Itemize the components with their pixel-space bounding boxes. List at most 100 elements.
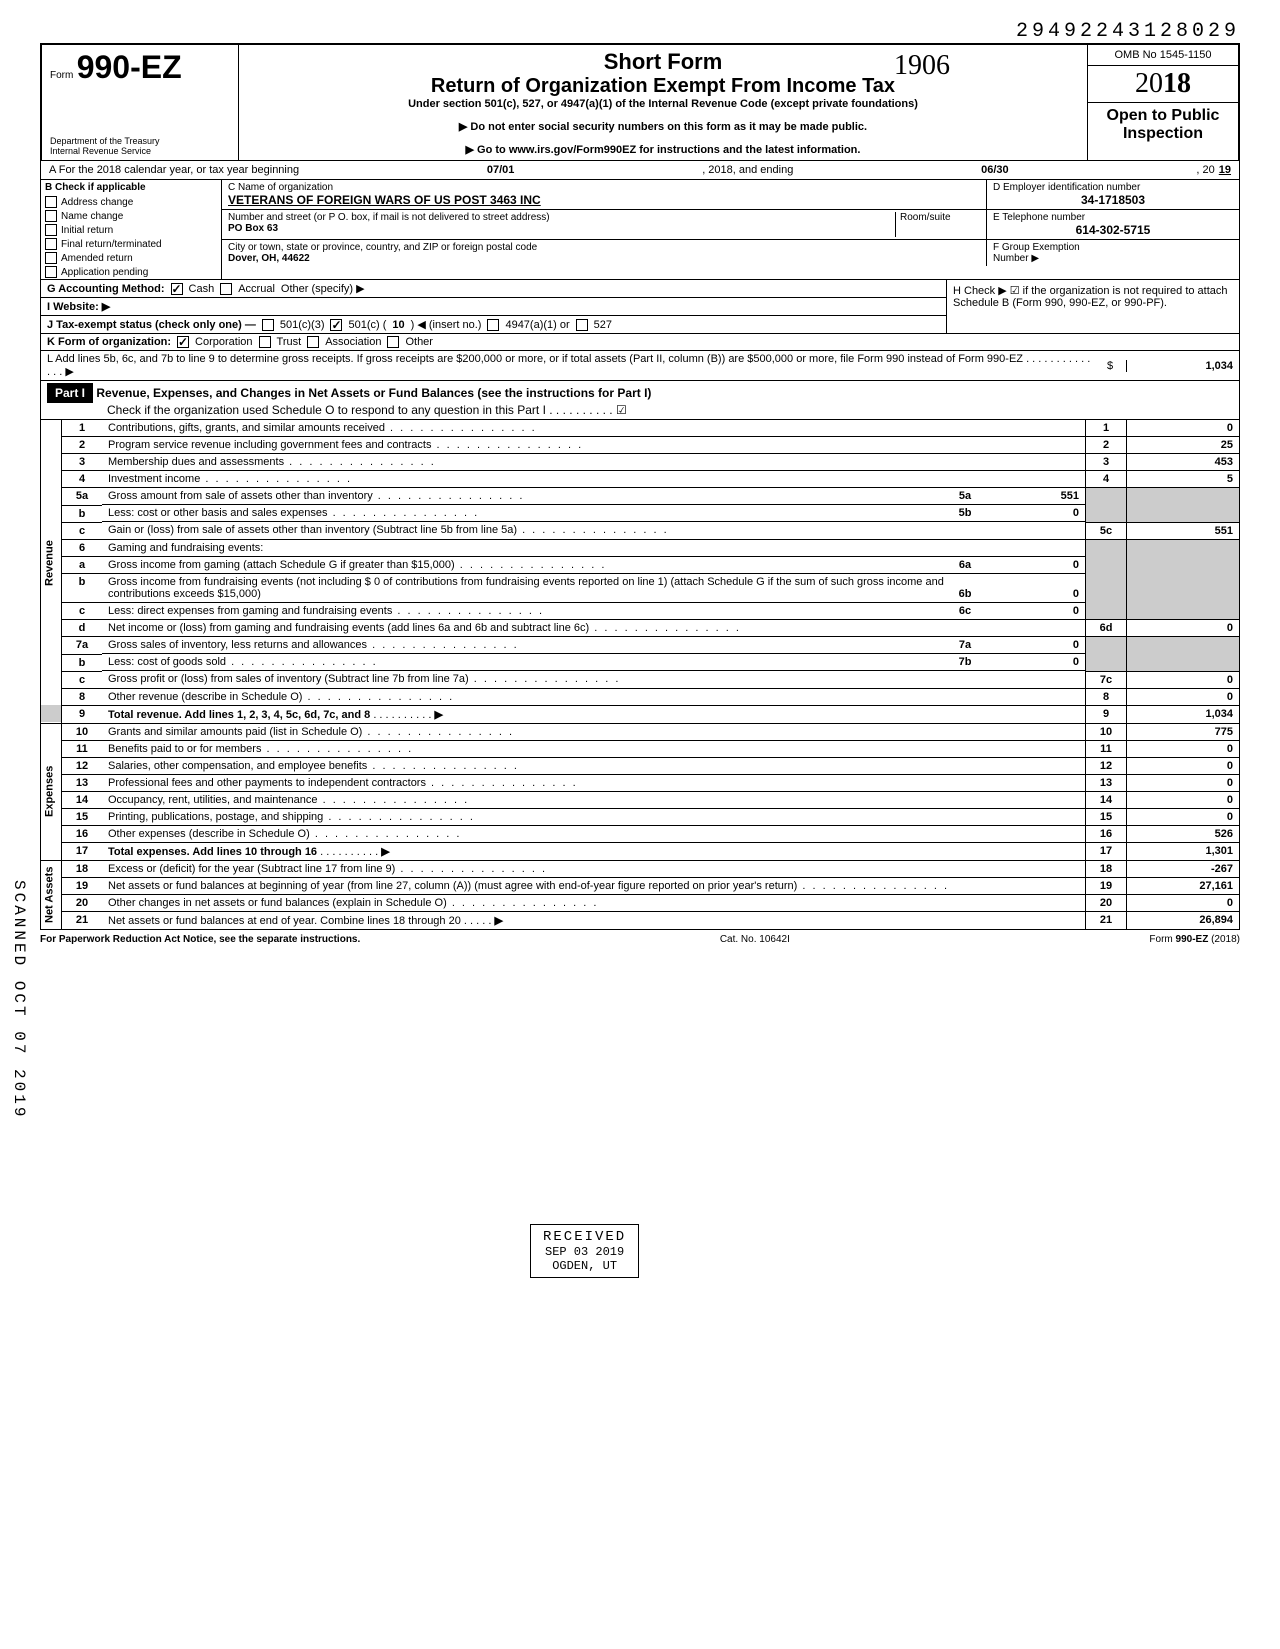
org-addr: PO Box 63 [228,223,895,234]
v18: -267 [1127,860,1240,877]
n5a: 5a [62,488,103,506]
d5a: Gross amount from sale of assets other t… [108,490,951,502]
rn3: 3 [1086,454,1127,471]
footer-left: For Paperwork Reduction Act Notice, see … [40,934,360,945]
n17: 17 [62,842,103,860]
n6a: a [62,556,103,574]
sn5a: 5a [951,490,979,502]
org-city: Dover, OH, 44622 [228,253,980,264]
d14: Occupancy, rent, utilities, and maintena… [102,791,1086,808]
section-h: H Check ▶ ☑ if the organization is not r… [946,280,1239,333]
form-subtitle: Under section 501(c), 527, or 4947(a)(1)… [247,98,1079,110]
section-i-label: I Website: ▶ [47,300,110,313]
sv5a: 551 [979,490,1079,502]
section-l-text: L Add lines 5b, 6c, and 7b to line 9 to … [47,353,1094,378]
chk-accrual[interactable] [220,283,232,295]
chk-trust[interactable] [259,336,271,348]
chk-527[interactable] [576,319,588,331]
rn10: 10 [1086,723,1127,740]
v20: 0 [1127,894,1240,911]
v12: 0 [1127,757,1240,774]
rn11: 11 [1086,740,1127,757]
d9: Total revenue. Add lines 1, 2, 3, 4, 5c,… [108,709,370,721]
tax-end-yr: 19 [1219,164,1231,176]
n13: 13 [62,774,103,791]
ein-value: 34-1718503 [993,193,1233,207]
rn6d: 6d [1086,620,1127,637]
v10: 775 [1127,723,1240,740]
sv6c: 0 [979,605,1079,617]
rn7c: 7c [1086,671,1127,688]
rn18: 18 [1086,860,1127,877]
v8: 0 [1127,688,1240,705]
row-a-label: A For the 2018 calendar year, or tax yea… [49,164,299,176]
rn17: 17 [1086,842,1127,860]
d21: Net assets or fund balances at end of ye… [108,915,461,927]
footer-mid: Cat. No. 10642I [720,934,790,945]
rn21: 21 [1086,911,1127,929]
n1: 1 [62,420,103,437]
chk-other-org[interactable] [387,336,399,348]
n6c: c [62,603,103,620]
chk-initial[interactable] [45,224,57,236]
part-1-header: Part I Revenue, Expenses, and Changes in… [40,381,1240,420]
side-expenses: Expenses [41,723,62,860]
lbl-527: 527 [594,319,612,331]
chk-pending[interactable] [45,266,57,278]
n4: 4 [62,471,103,488]
rn15: 15 [1086,808,1127,825]
d4: Investment income [102,471,1086,488]
rn1: 1 [1086,420,1127,437]
info-grid: B Check if applicable Address change Nam… [40,180,1240,280]
n5b: b [62,505,103,522]
sv7a: 0 [979,639,1079,651]
rn2: 2 [1086,437,1127,454]
dept-1: Department of the Treasury [50,136,230,146]
lbl-501c: 501(c) ( [348,319,386,331]
n11: 11 [62,740,103,757]
d5b: Less: cost or other basis and sales expe… [108,507,951,519]
org-name: VETERANS OF FOREIGN WARS OF US POST 3463… [228,193,980,207]
d7c: Gross profit or (loss) from sales of inv… [102,671,1086,688]
form-number: 990-EZ [77,49,182,85]
dept-2: Internal Revenue Service [50,146,230,156]
d15: Printing, publications, postage, and shi… [102,808,1086,825]
lbl-other-method: Other (specify) ▶ [281,282,365,295]
v13: 0 [1127,774,1240,791]
section-l-value: 1,034 [1126,360,1233,372]
chk-4947[interactable] [487,319,499,331]
chk-name[interactable] [45,210,57,222]
n20: 20 [62,894,103,911]
lbl-other-org: Other [405,336,433,348]
omb-number: OMB No 1545-1150 [1088,45,1238,66]
sv5b: 0 [979,507,1079,519]
n2: 2 [62,437,103,454]
d13: Professional fees and other payments to … [102,774,1086,791]
chk-address[interactable] [45,196,57,208]
d7a: Gross sales of inventory, less returns a… [108,639,951,651]
chk-corp[interactable] [177,336,189,348]
chk-cash[interactable] [171,283,183,295]
sn6b: 6b [951,588,979,600]
n6b: b [62,574,103,603]
lbl-pending: Application pending [61,267,148,278]
handwritten-note: 1906 [894,50,950,82]
d6d: Net income or (loss) from gaming and fun… [102,620,1086,637]
rn16: 16 [1086,825,1127,842]
d1: Contributions, gifts, grants, and simila… [102,420,1086,437]
chk-501c[interactable] [330,319,342,331]
lbl-accrual: Accrual [238,283,275,295]
chk-final[interactable] [45,238,57,250]
side-net: Net Assets [41,860,62,929]
part-1-title: Revenue, Expenses, and Changes in Net As… [96,386,651,400]
chk-amended[interactable] [45,252,57,264]
note-2: ▶ Go to www.irs.gov/Form990EZ for instru… [247,143,1079,156]
footer: For Paperwork Reduction Act Notice, see … [40,930,1240,949]
stamp-location: OGDEN, UT [543,1259,626,1273]
d17: Total expenses. Add lines 10 through 16 [108,846,317,858]
d8: Other revenue (describe in Schedule O) [102,688,1086,705]
chk-assoc[interactable] [307,336,319,348]
v16: 526 [1127,825,1240,842]
chk-501c3[interactable] [262,319,274,331]
sn6c: 6c [951,605,979,617]
